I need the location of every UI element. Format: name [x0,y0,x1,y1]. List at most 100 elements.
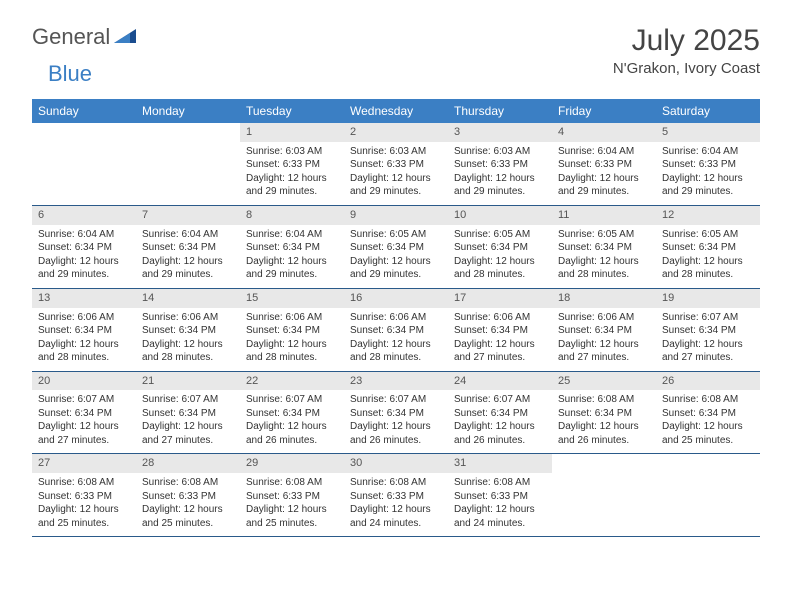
sunrise-text: Sunrise: 6:06 AM [246,311,338,325]
sunset-text: Sunset: 6:34 PM [142,241,234,255]
day-content: Sunrise: 6:06 AMSunset: 6:34 PMDaylight:… [448,308,552,371]
day-content: Sunrise: 6:04 AMSunset: 6:34 PMDaylight:… [240,225,344,288]
sunrise-text: Sunrise: 6:06 AM [142,311,234,325]
sunset-text: Sunset: 6:34 PM [454,324,546,338]
day-header: Tuesday [240,99,344,123]
sunset-text: Sunset: 6:34 PM [662,241,754,255]
day-number: 30 [344,454,448,473]
sunset-text: Sunset: 6:34 PM [246,407,338,421]
day-content: Sunrise: 6:06 AMSunset: 6:34 PMDaylight:… [344,308,448,371]
day-content: Sunrise: 6:04 AMSunset: 6:33 PMDaylight:… [552,142,656,205]
daylight-text: Daylight: 12 hours and 27 minutes. [558,338,650,365]
calendar-week-row: 13Sunrise: 6:06 AMSunset: 6:34 PMDayligh… [32,288,760,371]
calendar-day-cell [656,454,760,537]
sunset-text: Sunset: 6:34 PM [558,241,650,255]
day-content: Sunrise: 6:06 AMSunset: 6:34 PMDaylight:… [32,308,136,371]
calendar-day-cell [136,123,240,205]
day-number: 6 [32,206,136,225]
sunset-text: Sunset: 6:34 PM [38,324,130,338]
sunset-text: Sunset: 6:34 PM [142,407,234,421]
sunrise-text: Sunrise: 6:03 AM [246,145,338,159]
sunrise-text: Sunrise: 6:04 AM [662,145,754,159]
day-number: 4 [552,123,656,142]
sunrise-text: Sunrise: 6:05 AM [662,228,754,242]
day-content: Sunrise: 6:07 AMSunset: 6:34 PMDaylight:… [448,390,552,453]
day-number: 28 [136,454,240,473]
calendar-day-cell: 18Sunrise: 6:06 AMSunset: 6:34 PMDayligh… [552,288,656,371]
calendar-day-cell: 22Sunrise: 6:07 AMSunset: 6:34 PMDayligh… [240,371,344,454]
daylight-text: Daylight: 12 hours and 27 minutes. [662,338,754,365]
sunset-text: Sunset: 6:33 PM [454,490,546,504]
sunset-text: Sunset: 6:33 PM [558,158,650,172]
day-number: 5 [656,123,760,142]
daylight-text: Daylight: 12 hours and 25 minutes. [142,503,234,530]
sunset-text: Sunset: 6:34 PM [350,407,442,421]
sunset-text: Sunset: 6:34 PM [246,241,338,255]
sunrise-text: Sunrise: 6:06 AM [558,311,650,325]
calendar-day-cell: 25Sunrise: 6:08 AMSunset: 6:34 PMDayligh… [552,371,656,454]
calendar-day-cell: 11Sunrise: 6:05 AMSunset: 6:34 PMDayligh… [552,205,656,288]
day-content: Sunrise: 6:07 AMSunset: 6:34 PMDaylight:… [656,308,760,371]
day-content: Sunrise: 6:08 AMSunset: 6:33 PMDaylight:… [136,473,240,536]
calendar-day-cell: 3Sunrise: 6:03 AMSunset: 6:33 PMDaylight… [448,123,552,205]
day-number: 11 [552,206,656,225]
daylight-text: Daylight: 12 hours and 28 minutes. [558,255,650,282]
day-content: Sunrise: 6:07 AMSunset: 6:34 PMDaylight:… [136,390,240,453]
day-content: Sunrise: 6:04 AMSunset: 6:34 PMDaylight:… [136,225,240,288]
day-number: 18 [552,289,656,308]
sunset-text: Sunset: 6:33 PM [350,490,442,504]
calendar-week-row: 27Sunrise: 6:08 AMSunset: 6:33 PMDayligh… [32,454,760,537]
daylight-text: Daylight: 12 hours and 28 minutes. [662,255,754,282]
day-number: 27 [32,454,136,473]
day-number: 23 [344,372,448,391]
day-content: Sunrise: 6:06 AMSunset: 6:34 PMDaylight:… [136,308,240,371]
day-number: 10 [448,206,552,225]
day-content: Sunrise: 6:07 AMSunset: 6:34 PMDaylight:… [344,390,448,453]
sunrise-text: Sunrise: 6:05 AM [350,228,442,242]
sunset-text: Sunset: 6:33 PM [454,158,546,172]
sunset-text: Sunset: 6:34 PM [350,241,442,255]
day-number: 19 [656,289,760,308]
calendar-week-row: 1Sunrise: 6:03 AMSunset: 6:33 PMDaylight… [32,123,760,205]
day-header-row: Sunday Monday Tuesday Wednesday Thursday… [32,99,760,123]
sunset-text: Sunset: 6:34 PM [454,241,546,255]
calendar-day-cell: 16Sunrise: 6:06 AMSunset: 6:34 PMDayligh… [344,288,448,371]
sunrise-text: Sunrise: 6:05 AM [454,228,546,242]
sunrise-text: Sunrise: 6:04 AM [246,228,338,242]
sunrise-text: Sunrise: 6:08 AM [454,476,546,490]
calendar-week-row: 6Sunrise: 6:04 AMSunset: 6:34 PMDaylight… [32,205,760,288]
day-content: Sunrise: 6:08 AMSunset: 6:33 PMDaylight:… [32,473,136,536]
day-number: 2 [344,123,448,142]
day-number: 24 [448,372,552,391]
sunrise-text: Sunrise: 6:03 AM [350,145,442,159]
sunrise-text: Sunrise: 6:03 AM [454,145,546,159]
day-number: 16 [344,289,448,308]
day-content: Sunrise: 6:08 AMSunset: 6:34 PMDaylight:… [656,390,760,453]
daylight-text: Daylight: 12 hours and 28 minutes. [350,338,442,365]
calendar-day-cell: 28Sunrise: 6:08 AMSunset: 6:33 PMDayligh… [136,454,240,537]
calendar-table: Sunday Monday Tuesday Wednesday Thursday… [32,99,760,537]
day-content [32,127,136,185]
sunset-text: Sunset: 6:34 PM [454,407,546,421]
sunset-text: Sunset: 6:33 PM [350,158,442,172]
sunrise-text: Sunrise: 6:07 AM [454,393,546,407]
day-content: Sunrise: 6:07 AMSunset: 6:34 PMDaylight:… [32,390,136,453]
calendar-day-cell: 7Sunrise: 6:04 AMSunset: 6:34 PMDaylight… [136,205,240,288]
daylight-text: Daylight: 12 hours and 27 minutes. [454,338,546,365]
day-content [136,127,240,185]
sunrise-text: Sunrise: 6:07 AM [662,311,754,325]
day-number: 9 [344,206,448,225]
sunrise-text: Sunrise: 6:07 AM [38,393,130,407]
sunset-text: Sunset: 6:34 PM [558,407,650,421]
sunrise-text: Sunrise: 6:07 AM [246,393,338,407]
calendar-day-cell: 19Sunrise: 6:07 AMSunset: 6:34 PMDayligh… [656,288,760,371]
daylight-text: Daylight: 12 hours and 29 minutes. [350,255,442,282]
day-content: Sunrise: 6:08 AMSunset: 6:34 PMDaylight:… [552,390,656,453]
daylight-text: Daylight: 12 hours and 24 minutes. [454,503,546,530]
day-number: 3 [448,123,552,142]
sunrise-text: Sunrise: 6:07 AM [350,393,442,407]
month-title: July 2025 [613,24,760,58]
day-number: 31 [448,454,552,473]
daylight-text: Daylight: 12 hours and 29 minutes. [350,172,442,199]
sunrise-text: Sunrise: 6:08 AM [558,393,650,407]
